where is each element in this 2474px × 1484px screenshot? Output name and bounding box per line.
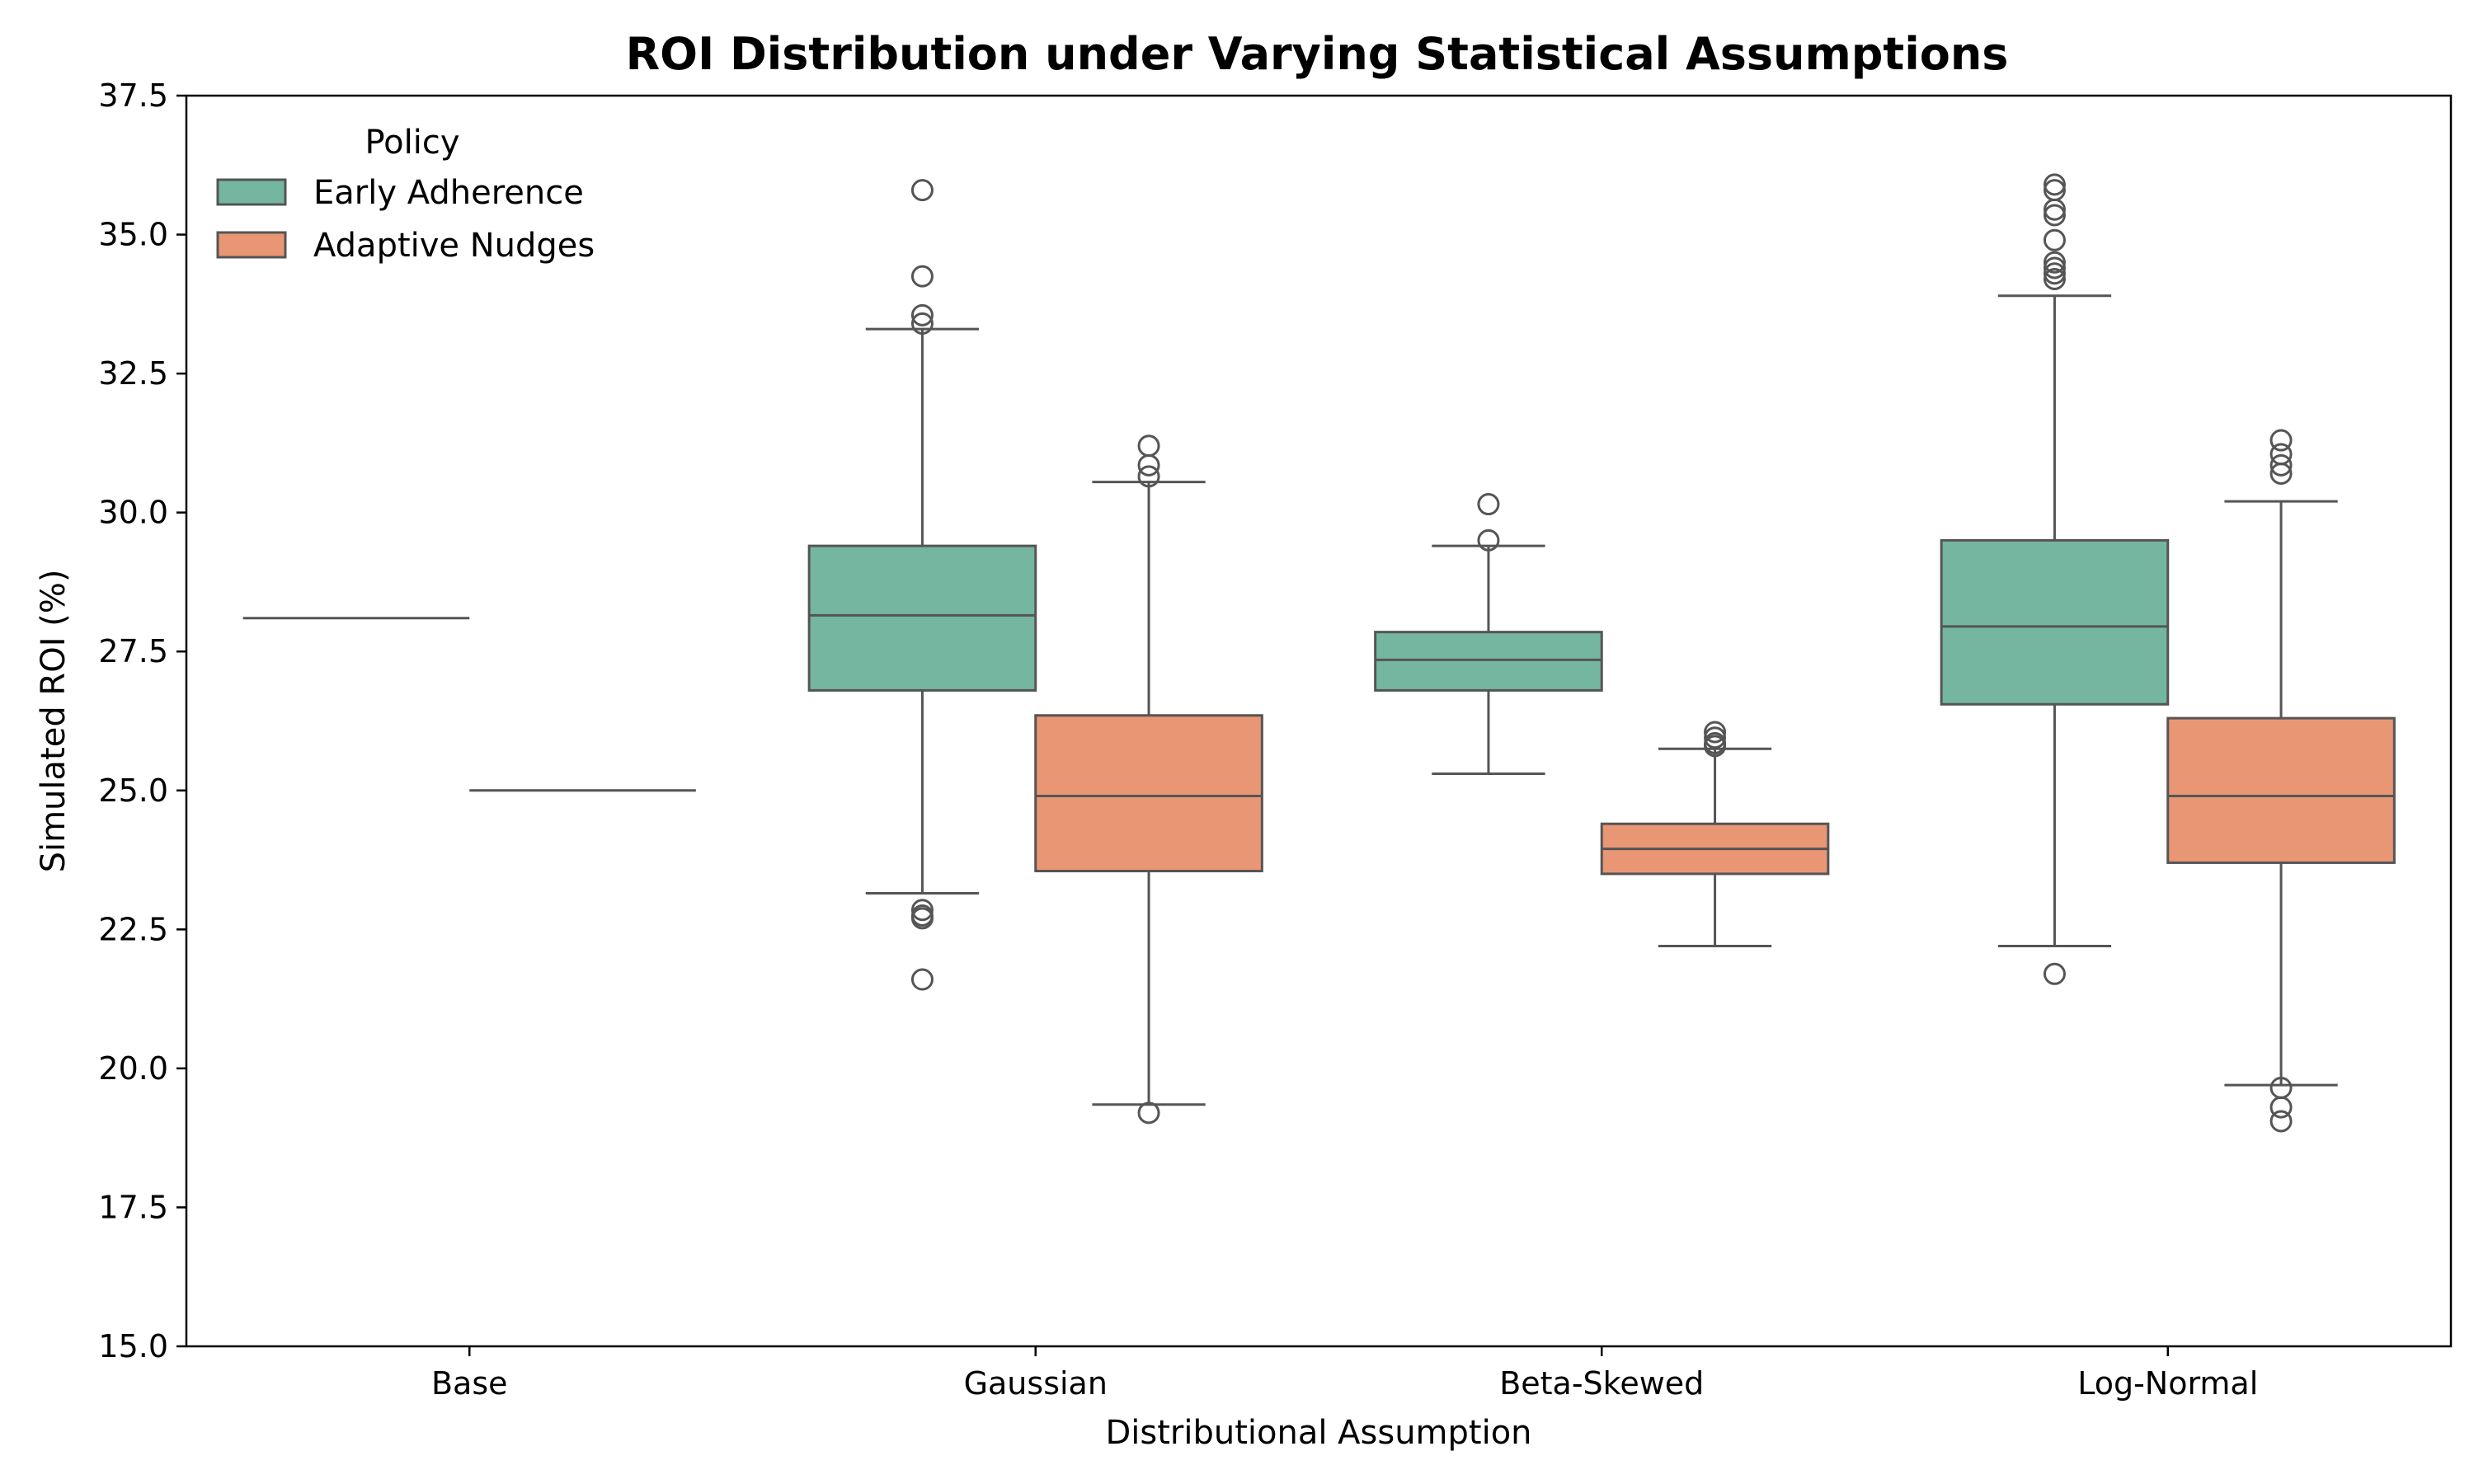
outlier-point: [910, 312, 934, 335]
outlier-point: [2043, 228, 2066, 251]
iqr-box: [1374, 631, 1603, 692]
box-group: [1940, 173, 2170, 985]
legend-swatch: [216, 231, 287, 259]
legend-entry-label: Adaptive Nudges: [313, 227, 595, 265]
x-tick-label: Gaussian: [964, 1365, 1108, 1402]
outlier-point: [910, 899, 934, 922]
outlier-point: [1137, 434, 1160, 458]
box-group: [1600, 721, 1830, 948]
box-group: [807, 179, 1037, 991]
outlier-point: [2043, 251, 2066, 274]
y-tick-label: 20.0: [98, 1050, 168, 1087]
outlier-point: [2269, 462, 2293, 485]
outlier-point: [2043, 198, 2066, 221]
y-tick-label: 22.5: [98, 911, 168, 947]
outlier-point: [2043, 267, 2066, 290]
x-tick-label: Base: [431, 1365, 508, 1402]
y-tick-label: 17.5: [98, 1189, 168, 1225]
box-group: [2166, 429, 2396, 1133]
y-tick-label: 15.0: [98, 1328, 168, 1364]
outlier-point: [910, 179, 934, 202]
outlier-point: [2269, 1110, 2293, 1133]
legend-entry-label: Early Adherence: [313, 174, 584, 212]
plot-frame: [185, 94, 2453, 1348]
chart-title: ROI Distribution under Varying Statistic…: [626, 28, 2009, 80]
outlier-point: [1477, 493, 1500, 516]
outlier-point: [910, 265, 934, 288]
y-axis-label: Simulated ROI (%): [35, 570, 73, 873]
y-axis: 15.0 17.5 20.0 22.5 25.0 27.5 30.0 32.5 35.0 37.5: [98, 77, 186, 1364]
iqr-box: [807, 544, 1037, 692]
outlier-point: [2043, 262, 2066, 285]
outlier-point: [2043, 962, 2066, 985]
plot-area: [242, 173, 2396, 1133]
box-group: [1374, 493, 1603, 776]
y-tick-label: 27.5: [98, 633, 168, 669]
outlier-point: [1704, 726, 1727, 749]
outlier-point: [2043, 173, 2066, 196]
iqr-box: [2166, 716, 2396, 864]
outlier-point: [2043, 204, 2066, 227]
outlier-point: [2043, 256, 2066, 279]
iqr-box: [1940, 538, 2170, 706]
legend: Policy Early Adherence Adaptive Nudges: [216, 124, 595, 265]
outlier-point: [910, 303, 934, 326]
outlier-point: [910, 968, 934, 991]
y-tick-label: 35.0: [98, 217, 168, 253]
outlier-point: [1704, 721, 1727, 744]
box-group: [1034, 434, 1263, 1125]
iqr-box: [1034, 714, 1263, 873]
y-tick-label: 30.0: [98, 495, 168, 531]
x-axis-label: Distributional Assumption: [1105, 1414, 1531, 1452]
outlier-point: [1137, 465, 1160, 488]
outlier-point: [2269, 1096, 2293, 1119]
x-tick-label: Beta-Skewed: [1499, 1365, 1704, 1402]
legend-swatch: [216, 178, 287, 206]
outlier-point: [2269, 453, 2293, 477]
outlier-point: [1137, 453, 1160, 477]
y-tick-label: 37.5: [98, 77, 168, 114]
outlier-point: [910, 907, 934, 930]
y-tick-label: 32.5: [98, 355, 168, 392]
outlier-point: [1137, 1101, 1160, 1125]
x-axis: Base Gaussian Beta-Skewed Log-Normal: [431, 1346, 2258, 1402]
x-tick-label: Log-Normal: [2077, 1365, 2258, 1402]
y-tick-label: 25.0: [98, 773, 168, 809]
outlier-point: [2269, 429, 2293, 452]
outlier-point: [1477, 528, 1500, 552]
legend-title: Policy: [365, 124, 459, 162]
outlier-point: [1704, 735, 1727, 758]
